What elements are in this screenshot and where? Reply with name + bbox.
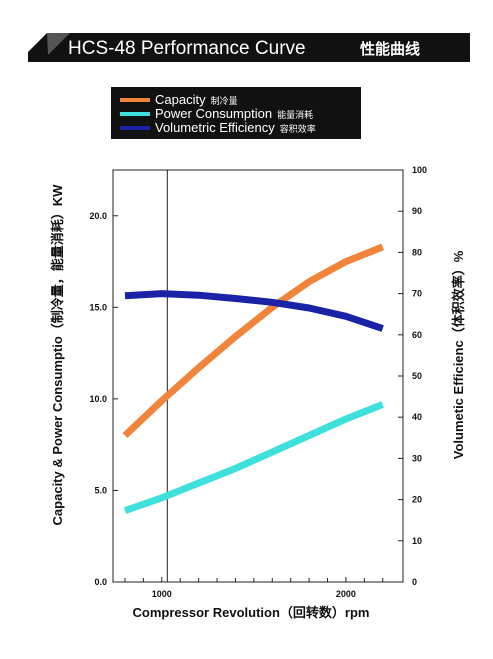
y-right-tick-label: 80 (412, 247, 422, 257)
legend-label-volumetric-efficiency: Volumetric Efficiency (155, 120, 275, 135)
legend-label-cn-power-consumption: 能量消耗 (277, 109, 313, 121)
x-tick-label: 2000 (336, 589, 356, 599)
legend-label-power-consumption: Power Consumption (155, 106, 272, 121)
x-axis-title: Compressor Revolution（回转数）rpm (133, 605, 370, 620)
legend-label-capacity: Capacity (155, 92, 206, 107)
title-banner-accent (47, 33, 70, 55)
chart-title-cn: 性能曲线 (360, 40, 420, 58)
y-right-tick-label: 30 (412, 453, 422, 463)
y-left-tick-label: 20.0 (89, 211, 107, 221)
chart-title: HCS-48 Performance Curve (68, 38, 306, 59)
series-lines (122, 243, 384, 514)
x-tick-label: 1000 (152, 589, 172, 599)
y-right-tick-label: 0 (412, 577, 417, 587)
y-left-tick-label: 5.0 (94, 485, 107, 495)
y-left-tick-label: 15.0 (89, 302, 107, 312)
series-line-power-consumption (123, 401, 384, 514)
y-right-tick-label: 60 (412, 330, 422, 340)
series-line-volumetric-efficiency (124, 290, 384, 332)
y-right-tick-label: 40 (412, 412, 422, 422)
legend-label-cn-capacity: 制冷量 (211, 95, 238, 107)
legend-label-cn-volumetric-efficiency: 容积效率 (280, 123, 316, 135)
y-left-axis-title: Capacity & Power Consumptio（制冷量，能量消耗）KW (50, 184, 65, 526)
title-banner (28, 33, 470, 62)
y-right-tick-label: 100 (412, 165, 427, 175)
series-line-capacity (122, 243, 384, 439)
legend (111, 87, 361, 139)
y-right-tick-label: 20 (412, 495, 422, 505)
y-right-tick-label: 90 (412, 206, 422, 216)
plot-frame (112, 169, 404, 583)
y-right-tick-label: 70 (412, 289, 422, 299)
y-left-tick-label: 0.0 (94, 577, 107, 587)
y-right-tick-label: 10 (412, 536, 422, 546)
axis-ticks: 1000 2000 0.0 5.0 10.0 15.0 20.0 0 10 20 30 40 50 60 7… (89, 165, 427, 599)
y-left-tick-label: 10.0 (89, 394, 107, 404)
y-right-tick-label: 50 (412, 371, 422, 381)
y-right-axis-title: Volumetic Efficienc（体积效率）% (451, 250, 466, 459)
